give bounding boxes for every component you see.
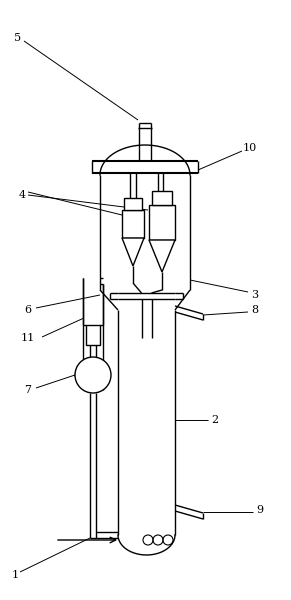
Text: 8: 8 bbox=[251, 305, 259, 315]
Text: 10: 10 bbox=[243, 143, 257, 153]
Bar bbox=[152, 191, 172, 205]
Text: 3: 3 bbox=[251, 290, 259, 300]
Text: 1: 1 bbox=[11, 570, 19, 580]
Bar bbox=[86, 325, 100, 345]
Polygon shape bbox=[122, 238, 144, 266]
Text: 6: 6 bbox=[24, 305, 31, 315]
Text: 2: 2 bbox=[212, 415, 219, 425]
Polygon shape bbox=[149, 240, 175, 272]
Text: 7: 7 bbox=[24, 385, 31, 395]
Bar bbox=[149, 205, 175, 240]
Text: 5: 5 bbox=[15, 33, 22, 43]
Text: 11: 11 bbox=[21, 333, 35, 343]
Text: 9: 9 bbox=[256, 505, 264, 515]
Bar bbox=[124, 198, 142, 210]
Text: 4: 4 bbox=[18, 190, 26, 200]
Circle shape bbox=[75, 357, 111, 393]
Bar bbox=[122, 210, 144, 238]
